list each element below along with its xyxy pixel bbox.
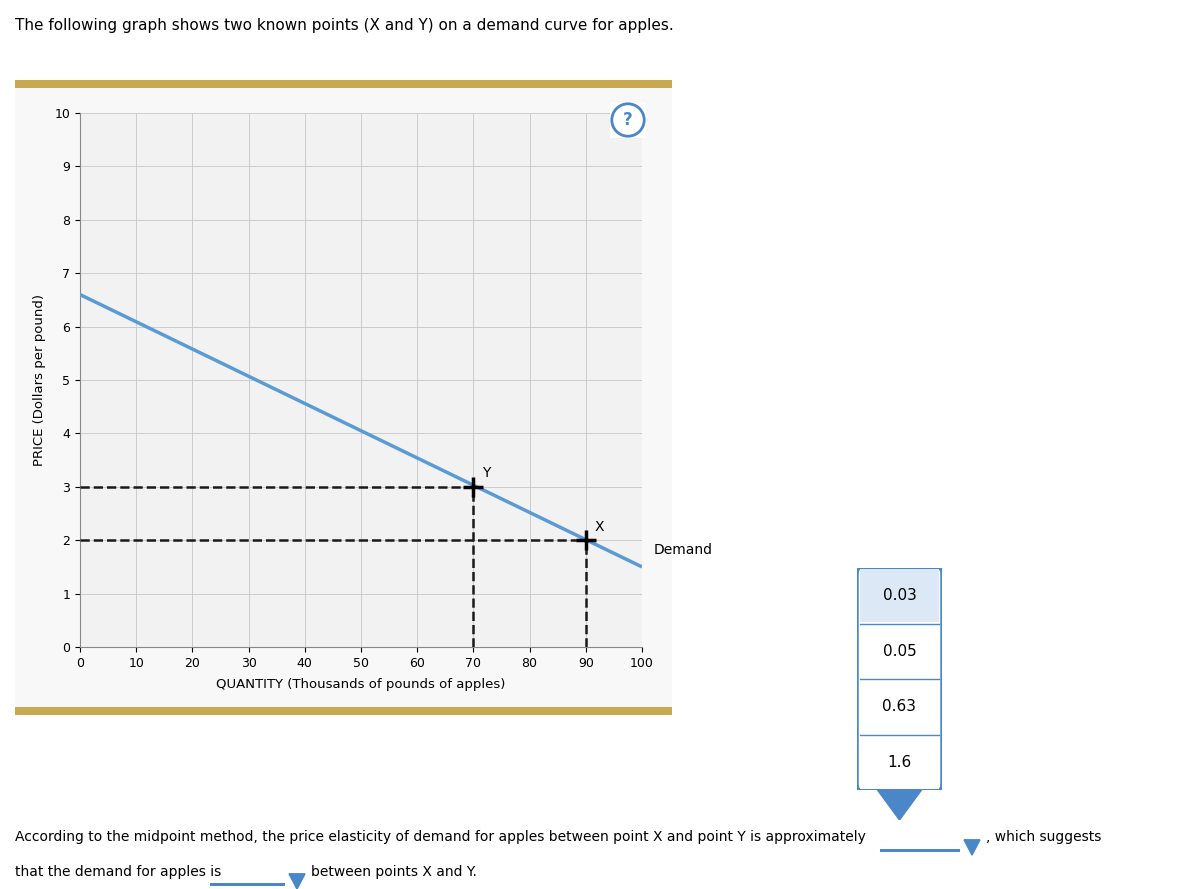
Polygon shape xyxy=(289,874,305,889)
Bar xyxy=(860,680,938,733)
Text: 1.6: 1.6 xyxy=(887,755,912,770)
Text: ?: ? xyxy=(623,111,632,129)
Text: 0.03: 0.03 xyxy=(882,589,917,604)
X-axis label: QUANTITY (Thousands of pounds of apples): QUANTITY (Thousands of pounds of apples) xyxy=(216,678,505,691)
Text: 0.05: 0.05 xyxy=(883,644,917,659)
Text: between points X and Y.: between points X and Y. xyxy=(311,865,476,879)
Bar xyxy=(860,625,938,678)
Text: 0.63: 0.63 xyxy=(882,700,917,714)
Text: Y: Y xyxy=(482,466,491,480)
Text: The following graph shows two known points (X and Y) on a demand curve for apple: The following graph shows two known poin… xyxy=(14,18,673,33)
Polygon shape xyxy=(877,790,922,820)
Bar xyxy=(860,569,938,622)
Text: According to the midpoint method, the price elasticity of demand for apples betw: According to the midpoint method, the pr… xyxy=(14,830,866,844)
Bar xyxy=(860,735,938,789)
Polygon shape xyxy=(964,840,980,855)
FancyBboxPatch shape xyxy=(857,568,942,790)
Text: Demand: Demand xyxy=(653,542,713,557)
Text: that the demand for apples is: that the demand for apples is xyxy=(14,865,221,879)
Y-axis label: PRICE (Dollars per pound): PRICE (Dollars per pound) xyxy=(34,294,46,466)
Text: , which suggests: , which suggests xyxy=(986,830,1102,844)
Text: X: X xyxy=(594,519,604,533)
